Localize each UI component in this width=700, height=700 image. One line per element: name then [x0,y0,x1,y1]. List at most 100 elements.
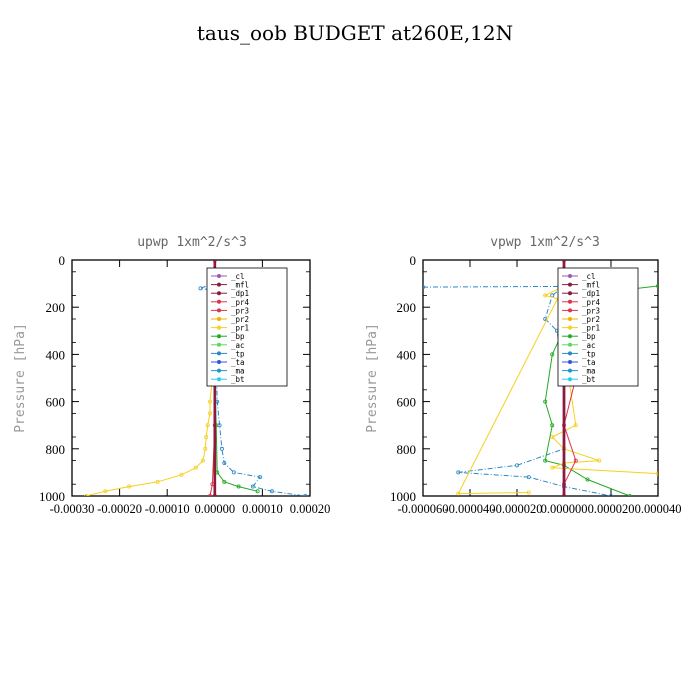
vpwp-legend-label: _bp [582,332,596,341]
upwp-point-pr1 [84,494,89,496]
upwp-point-tp [303,494,308,496]
upwp-point-tp [258,475,263,480]
vpwp-xtick-label: -0.000060 [397,502,448,516]
upwp-point-tp [231,470,236,475]
upwp-y-axis-label: Pressure [hPa] [13,323,28,433]
vpwp-ytick-label: 1000 [390,489,416,504]
vpwp-xtick-label: 0.000000 [541,502,588,516]
vpwp-legend-marker [568,325,572,330]
vpwp-ytick-label: 600 [397,395,417,410]
vpwp-point-bp [550,352,555,357]
vpwp-legend-label: _pr1 [582,324,600,333]
upwp-legend-label: _ma [231,367,245,376]
upwp-ytick-label: 400 [46,347,66,362]
vpwp-legend-label: _cl [582,272,596,281]
upwp-legend-label: _ac [231,341,245,350]
vpwp-point-tp [456,470,461,475]
upwp-ytick-label: 1000 [39,489,65,504]
upwp-legend-label: _pr2 [231,315,249,324]
vpwp-legend-marker [568,342,572,347]
vpwp-point-bp [656,283,658,288]
vpwp-legend-marker [568,317,572,321]
vpwp-legend-marker [568,274,572,278]
vpwp-legend-marker [568,360,572,364]
upwp-legend-marker [217,317,221,321]
upwp-point-bp [255,489,260,494]
upwp-point-pr1 [208,411,213,416]
vpwp-xtick-label: 0.000020 [588,502,635,516]
figure-title: taus_oob BUDGET at260E,12N [197,21,513,45]
upwp-legend-marker [217,299,221,304]
upwp-legend-marker [217,325,221,330]
upwp-legend-marker [217,368,221,373]
upwp-xtick-label: 0.00000 [194,502,235,516]
upwp-panel-title: upwp 1xm^2/s^3 [137,235,247,250]
vpwp-ytick-label: 200 [397,300,417,315]
upwp-xtick-label: -0.00010 [145,502,190,516]
vpwp-point-pr3 [573,458,578,463]
vpwp-panel: vpwp 1xm^2/s^3 Pressure [hPa] 0 200 400 600… [365,235,681,516]
vpwp-plot-frame [422,259,659,497]
vpwp-point-tp [515,463,520,468]
vpwp-point-pr1 [550,434,555,439]
upwp-point-pr1 [103,489,108,494]
vpwp-point-pr1 [656,471,658,476]
vpwp-point-bp [543,399,548,404]
vpwp-ytick-label: 0 [410,253,417,268]
upwp-legend-label: _ta [231,358,245,367]
vpwp-y-axis-label: Pressure [hPa] [365,323,380,433]
upwp-legend-marker [217,351,221,356]
vpwp-point-tp [526,475,531,480]
vpwp-legend-marker [568,299,572,304]
vpwp-point-pr1 [526,490,531,495]
upwp-legend-label: _pr4 [231,298,250,307]
upwp-legend-label: _cl [231,272,245,281]
upwp-series-tp [198,281,306,496]
upwp-point-bp [236,484,241,489]
upwp-point-pr1 [193,465,198,470]
vpwp-legend-label: _pr2 [582,315,600,324]
upwp-legend-label: _mfl [231,281,249,290]
vpwp-legend-marker [568,368,572,373]
vpwp-legend-label: _mfl [582,281,600,290]
vpwp-legend-label: _dp1 [582,289,600,298]
upwp-legend-label: _pr3 [231,306,249,315]
upwp-xtick-label: 0.00010 [242,502,283,516]
vpwp-point-tp [609,494,613,496]
vpwp-point-pr1 [456,491,461,496]
upwp-xtick-label: -0.00020 [97,502,142,516]
vpwp-ytick-label: 800 [397,442,417,457]
vpwp-point-mfl [562,260,566,262]
upwp-legend-marker [217,274,221,278]
vpwp-point-pr1 [597,458,602,463]
vpwp-xtick-label: -0.000020 [491,502,542,516]
vpwp-legend-label: _bt [582,375,596,384]
upwp-point-pr1 [179,472,184,477]
upwp-point-tp [222,460,227,465]
vpwp-legend-label: _ta [582,358,596,367]
vpwp-point-bp [627,494,632,496]
upwp-point-pr1 [203,446,208,451]
upwp-point-mfl [212,260,217,262]
upwp-legend-marker [217,308,221,313]
upwp-ytick-label: 0 [59,253,66,268]
vpwp-legend-label: _pr3 [582,306,600,315]
upwp-point-mfl [212,494,217,496]
upwp-legend-marker [217,334,221,339]
vpwp-point-pr1 [550,465,555,470]
vpwp-point-pr1 [543,293,548,298]
vpwp-xtick-label: -0.000040 [444,502,495,516]
vpwp-legend-label: _pr4 [582,298,601,307]
vpwp-legend-marker [568,282,572,287]
upwp-xtick-label: 0.00020 [290,502,331,516]
upwp-point-pr1 [155,479,160,484]
vpwp-legend-marker [568,351,572,356]
vpwp-point-bp [543,458,548,463]
vpwp-panel-title: vpwp 1xm^2/s^3 [490,235,600,250]
upwp-plot-frame [71,259,311,497]
upwp-legend-label: _pr1 [231,324,249,333]
upwp-legend-label: _tp [231,349,245,358]
upwp-legend-label: _bp [231,332,245,341]
upwp-ytick-label: 800 [46,442,66,457]
